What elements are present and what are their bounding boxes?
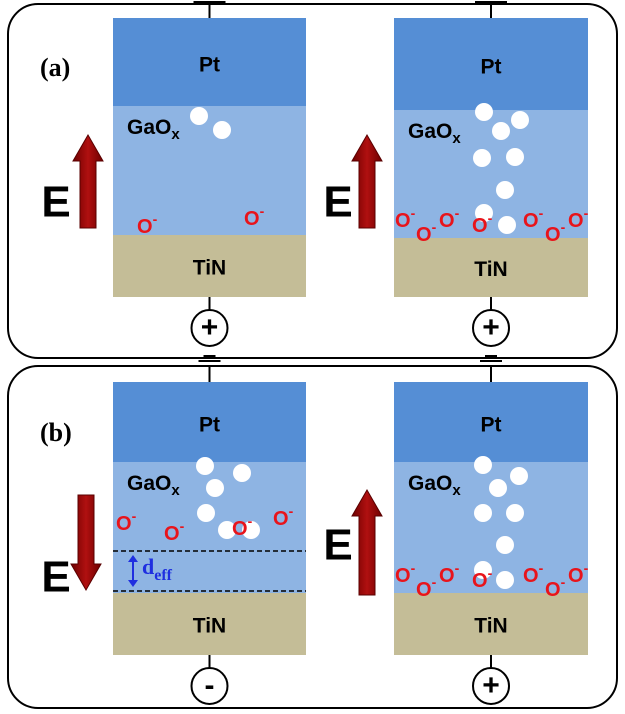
oxide-formula: GaO [127, 116, 171, 139]
vacancy [473, 149, 491, 167]
page: {"panels": [ {"label": "(a)", "cells": [… [0, 0, 625, 714]
tin-label: TiN [474, 258, 507, 281]
vacancy [474, 504, 492, 522]
ion-symbol: O [137, 216, 153, 238]
ion-charge: - [248, 513, 253, 529]
field-label: E [41, 178, 70, 227]
ion-charge: - [411, 205, 416, 221]
oxide-subscript: x [171, 126, 180, 143]
ion-charge: - [561, 574, 566, 590]
vacancy [498, 216, 516, 234]
panel-label: (b) [40, 418, 72, 447]
vacancy [233, 464, 251, 482]
terminal-sign: + [482, 669, 500, 702]
terminal-sign: - [205, 669, 215, 702]
pt-label: Pt [481, 414, 502, 437]
vacancy [506, 148, 524, 166]
oxide-subscript: x [171, 482, 180, 499]
ion-symbol: O [273, 508, 289, 530]
ion-symbol: O [416, 224, 432, 246]
ion-symbol: O [395, 565, 411, 587]
pt-label: Pt [481, 56, 502, 79]
ion-symbol: O [472, 570, 488, 592]
oxide-formula: GaO [408, 472, 452, 495]
ion-charge: - [153, 211, 158, 227]
vacancy [496, 181, 514, 199]
tin-label: TiN [193, 615, 226, 638]
vacancy [510, 467, 528, 485]
vacancy [496, 571, 514, 589]
vacancy [213, 121, 231, 139]
terminal-sign: + [482, 311, 500, 344]
ion-symbol: O [568, 210, 584, 232]
ion-symbol: O [164, 523, 180, 545]
ion-symbol: O [472, 215, 488, 237]
ion-charge: - [584, 560, 589, 576]
figure: (a)+PtGaOxTiNO-O-E+PtGaOxTiNO-O-O-O-O-O-… [0, 0, 625, 714]
ion-symbol: O [439, 210, 455, 232]
field-arrow [352, 490, 382, 595]
vacancy [489, 479, 507, 497]
device-stack: +PtGaOxTiNO-O-O-O-O-O-O-E [323, 0, 588, 346]
panel-label: (a) [40, 53, 70, 82]
ion-symbol: O [116, 513, 132, 535]
ion-symbol: O [545, 579, 561, 601]
ion-charge: - [488, 565, 493, 581]
ion-symbol: O [232, 518, 248, 540]
ion-symbol: O [244, 208, 260, 230]
ion-charge: - [411, 560, 416, 576]
ion-charge: - [260, 203, 265, 219]
terminal-sign: + [201, 311, 219, 344]
ion-charge: - [289, 503, 294, 519]
ion-charge: - [488, 210, 493, 226]
ion-symbol: O [439, 565, 455, 587]
ion-charge: - [432, 219, 437, 235]
field-arrow [73, 135, 103, 228]
oxide-formula: GaO [408, 120, 452, 143]
vacancy [196, 457, 214, 475]
vacancy [206, 479, 224, 497]
vacancy [197, 504, 215, 522]
thickness-subscript: eff [154, 567, 172, 584]
vacancy [492, 122, 510, 140]
vacancy [190, 107, 208, 125]
oxide-subscript: x [452, 482, 461, 499]
ion-symbol: O [416, 579, 432, 601]
field-arrow [71, 495, 101, 590]
ion-symbol: O [545, 224, 561, 246]
ion-symbol: O [523, 210, 539, 232]
vacancy [506, 504, 524, 522]
ion-charge: - [455, 205, 460, 221]
thickness-symbol: d [142, 554, 154, 579]
ion-charge: - [539, 205, 544, 221]
ion-symbol: O [568, 565, 584, 587]
field-arrow [352, 135, 382, 228]
pt-label: Pt [199, 414, 220, 437]
ion-charge: - [132, 508, 137, 524]
field-label: E [323, 178, 352, 227]
pt-label: Pt [199, 54, 220, 77]
vacancy [511, 111, 529, 129]
ion-symbol: O [523, 565, 539, 587]
ion-symbol: O [395, 210, 411, 232]
ion-charge: - [432, 574, 437, 590]
vacancy [475, 103, 493, 121]
ion-charge: - [455, 560, 460, 576]
ion-charge: - [561, 219, 566, 235]
tin-label: TiN [193, 257, 226, 280]
ion-charge: - [539, 560, 544, 576]
ion-charge: - [584, 205, 589, 221]
vacancy [474, 456, 492, 474]
field-label: E [41, 553, 70, 602]
tin-label: TiN [474, 615, 507, 638]
field-label: E [323, 521, 352, 570]
oxide-subscript: x [452, 130, 461, 147]
ion-charge: - [180, 518, 185, 534]
oxide-formula: GaO [127, 472, 171, 495]
vacancy [496, 536, 514, 554]
